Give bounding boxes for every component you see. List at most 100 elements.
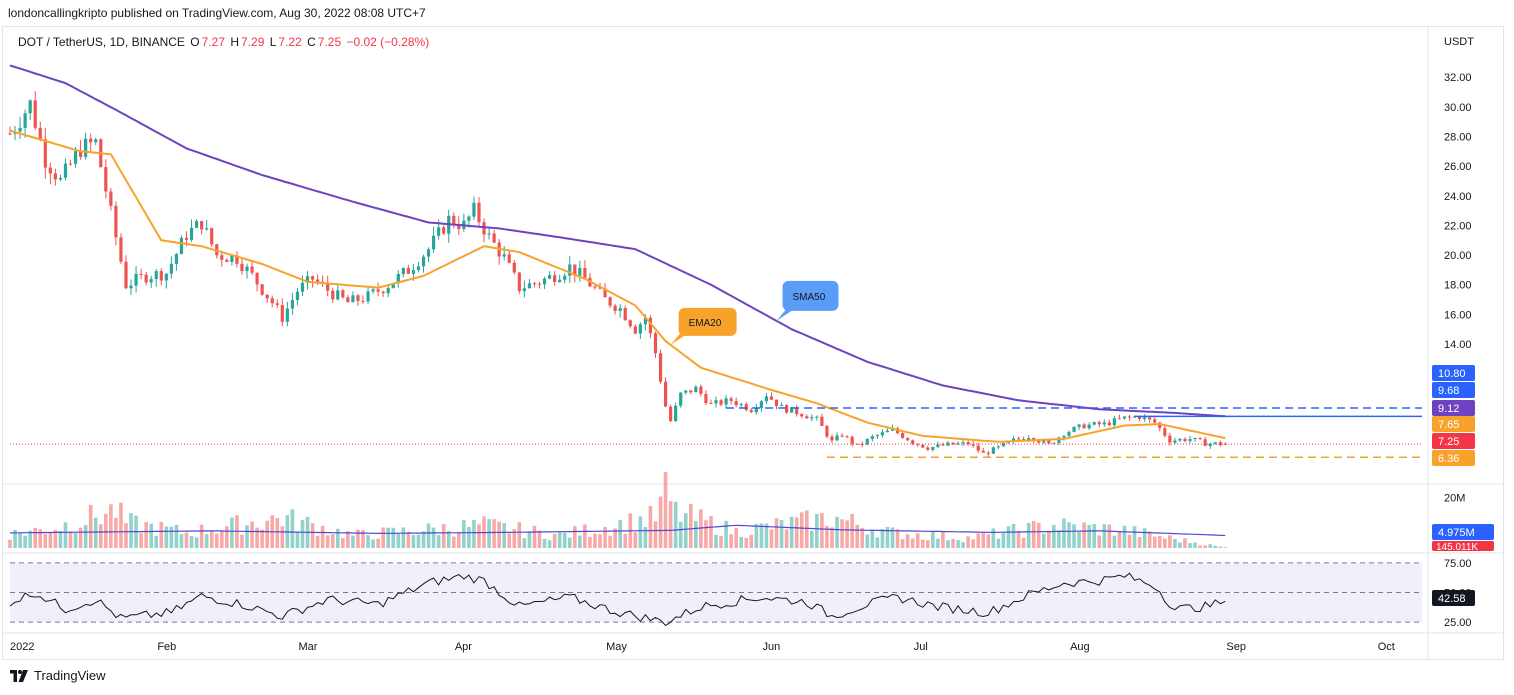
candle-body [1183, 438, 1187, 442]
low-value: 7.22 [278, 35, 302, 49]
volume-bar [58, 531, 63, 548]
price-axis-label [1432, 433, 1475, 449]
volume-bar [779, 519, 784, 548]
volume-bar [562, 532, 567, 548]
volume-bar [310, 523, 315, 548]
volume-bar [346, 531, 350, 548]
volume-bar [351, 535, 355, 548]
candle-body [835, 435, 839, 441]
volume-bar [406, 531, 411, 548]
volume-bar [225, 526, 229, 548]
candle-body [593, 286, 597, 288]
ema20-callout [678, 307, 737, 336]
candle-body [235, 255, 239, 264]
candle-body [714, 400, 718, 404]
candle-body [275, 303, 279, 306]
volume-bar [542, 538, 547, 548]
candle-body [154, 271, 158, 280]
price-axis-label [1432, 365, 1475, 381]
candle-body [946, 442, 950, 446]
volume-bar [623, 533, 628, 548]
volume-bar [724, 520, 728, 548]
candle-body [1016, 438, 1021, 440]
candle-body [492, 233, 496, 243]
candle-body [684, 390, 688, 393]
volume-bar [507, 533, 512, 548]
volume-bar [588, 536, 592, 548]
volume-bar [391, 527, 396, 548]
volume-bar [1077, 532, 1081, 548]
candle-body [381, 291, 385, 294]
price-axis-tick: 22.00 [1444, 220, 1472, 232]
volume-bar [1203, 545, 1207, 548]
candle-body [769, 396, 774, 400]
volume-bar [764, 523, 769, 548]
volume-bar [502, 523, 506, 548]
candle-body [300, 282, 305, 292]
volume-bar [769, 529, 774, 548]
candle-body [578, 268, 582, 276]
candle-body [573, 264, 577, 276]
volume-bar [184, 532, 189, 548]
volume-bar [467, 526, 471, 548]
candle-body [341, 290, 345, 298]
volume-bar [799, 512, 804, 548]
volume-bar [1147, 531, 1152, 548]
price-axis-label-text: 9.12 [1438, 403, 1459, 415]
price-axis-tick: 24.00 [1444, 191, 1472, 203]
symbol-name[interactable]: DOT / TetherUS, 1D, BINANCE [18, 35, 185, 49]
volume-bar [648, 506, 653, 548]
candle-body [774, 399, 779, 407]
candle-body [104, 167, 108, 192]
volume-bar [199, 524, 204, 548]
time-axis-tick: Feb [157, 641, 176, 653]
candle-body [921, 444, 925, 448]
candle-body [840, 435, 844, 437]
candle-body [815, 416, 819, 418]
price-axis-label-text: 9.68 [1438, 385, 1459, 397]
volume-bar [68, 531, 73, 548]
candle-body [800, 414, 804, 417]
volume-bar [255, 527, 259, 548]
volume-bar [946, 540, 950, 548]
candle-body [84, 138, 88, 157]
volume-bar [1087, 524, 1091, 548]
candle-body [1208, 443, 1212, 446]
candle-body [205, 228, 209, 230]
candle-body [1097, 422, 1101, 425]
candle-body [1077, 424, 1081, 427]
volume-bar [673, 501, 678, 548]
price-axis-label-text: 7.25 [1438, 436, 1459, 448]
candle-body [507, 254, 511, 263]
volume-bar [1062, 518, 1066, 548]
candle-body [880, 432, 885, 436]
candle-body [628, 320, 632, 327]
candle-body [1163, 428, 1167, 436]
candle-body [260, 284, 264, 295]
candle-body [452, 215, 456, 226]
candle-body [442, 227, 446, 234]
volume-bar [144, 522, 148, 548]
candle-body [638, 324, 642, 334]
volume-bar [1057, 530, 1061, 548]
candle-body [563, 275, 567, 280]
volume-bar [593, 533, 597, 548]
candle-body [1198, 437, 1202, 440]
volume-bar [119, 502, 123, 548]
candle-body [885, 430, 890, 433]
candle-body [1173, 440, 1177, 443]
ema20-callout-pointer [670, 332, 689, 345]
candle-body [58, 177, 63, 180]
candle-body [336, 290, 340, 300]
candle-body [709, 403, 713, 405]
volume-bar [159, 521, 164, 548]
volume-bar [179, 534, 184, 548]
candle-body [1102, 422, 1106, 425]
volume-bar [209, 531, 214, 548]
candle-body [1122, 416, 1127, 419]
volume-bar [1067, 522, 1071, 548]
candle-body [220, 255, 224, 260]
candle-body [1193, 437, 1197, 440]
candle-body [608, 297, 612, 306]
